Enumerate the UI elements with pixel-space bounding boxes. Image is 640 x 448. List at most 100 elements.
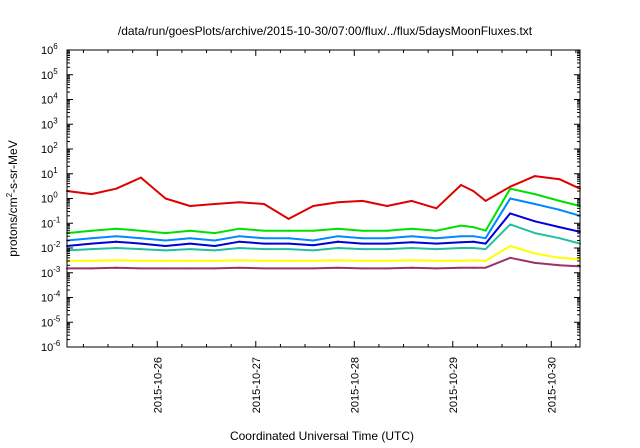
y-tick-label: 10-6 — [41, 339, 61, 354]
data-point — [472, 240, 475, 243]
data-point — [90, 193, 93, 196]
data-point — [509, 223, 512, 226]
data-point — [361, 242, 364, 245]
data-point — [484, 259, 487, 262]
data-point — [139, 229, 142, 232]
x-axis-label: Coordinated Universal Time (UTC) — [230, 429, 414, 443]
y-tick-label: 102 — [41, 141, 58, 156]
data-point — [312, 249, 315, 252]
data-point — [115, 259, 118, 262]
series-5 — [66, 245, 581, 262]
data-point — [484, 237, 487, 240]
data-point — [459, 247, 462, 249]
data-point — [386, 267, 389, 270]
data-point — [213, 245, 216, 248]
data-point — [533, 193, 536, 196]
data-point — [509, 185, 512, 188]
data-point — [459, 224, 462, 227]
data-point — [90, 237, 93, 240]
data-point — [361, 267, 364, 270]
data-point — [361, 199, 364, 202]
data-point — [410, 266, 413, 269]
series-line — [67, 256, 581, 270]
data-point — [484, 229, 487, 232]
x-tick-label: 2015-10-28 — [349, 357, 361, 413]
y-axis-label: protons/cm2-s-sr-MeV — [5, 140, 20, 256]
data-point — [336, 240, 339, 243]
data-point — [533, 252, 536, 255]
data-point — [115, 227, 118, 230]
data-point — [213, 249, 216, 252]
data-point — [139, 259, 142, 262]
data-point — [262, 259, 265, 262]
data-point — [262, 242, 265, 245]
data-point — [262, 202, 265, 205]
data-point — [189, 242, 192, 245]
data-point — [287, 248, 290, 251]
data-point — [472, 259, 475, 262]
data-point — [386, 259, 389, 262]
data-point — [213, 259, 216, 262]
data-point — [164, 249, 167, 252]
x-tick-label: 2015-10-26 — [152, 357, 164, 413]
data-point — [361, 259, 364, 262]
data-point — [238, 266, 241, 269]
data-point — [115, 247, 118, 249]
data-point — [287, 229, 290, 232]
x-axis: 2015-10-26 2015-10-27 2015-10-28 2015-10-29… — [82, 50, 577, 413]
data-point — [90, 242, 93, 245]
data-point — [509, 245, 512, 248]
data-point — [361, 229, 364, 232]
series-1 — [66, 187, 581, 235]
data-point — [435, 237, 438, 240]
data-point — [312, 267, 315, 270]
data-point — [139, 176, 142, 179]
data-point — [213, 202, 216, 205]
y-tick-label: 10-5 — [41, 314, 61, 329]
series-2 — [66, 197, 581, 242]
data-point — [410, 235, 413, 238]
data-point — [558, 256, 561, 259]
data-point — [361, 237, 364, 240]
data-point — [533, 175, 536, 178]
data-point — [533, 232, 536, 235]
data-point — [336, 266, 339, 269]
data-point — [509, 197, 512, 200]
data-point — [410, 259, 413, 262]
data-point — [509, 187, 512, 190]
y-tick-label: 100 — [41, 191, 58, 206]
data-point — [533, 202, 536, 205]
data-point — [238, 247, 241, 249]
data-point — [459, 235, 462, 238]
data-point — [336, 247, 339, 249]
data-point — [336, 227, 339, 230]
data-point — [238, 240, 241, 243]
data-point — [287, 267, 290, 270]
data-point — [312, 259, 315, 262]
data-point — [435, 242, 438, 245]
y-tick-label: 10-1 — [41, 215, 61, 230]
data-point — [336, 235, 339, 238]
x-tick-label: 2015-10-27 — [251, 357, 263, 413]
data-point — [386, 229, 389, 232]
data-point — [386, 237, 389, 240]
data-point — [287, 217, 290, 220]
data-point — [336, 201, 339, 204]
data-point — [435, 267, 438, 270]
y-tick-label: 103 — [41, 116, 58, 131]
series-3 — [66, 212, 581, 248]
data-point — [386, 204, 389, 207]
data-point — [361, 248, 364, 251]
plot-frame — [66, 49, 581, 348]
data-point — [472, 226, 475, 229]
data-point — [435, 248, 438, 251]
data-point — [238, 259, 241, 262]
data-point — [558, 226, 561, 229]
data-point — [410, 199, 413, 202]
y-tick-label: 101 — [41, 166, 58, 181]
y-tick-label: 104 — [41, 92, 58, 107]
data-point — [410, 227, 413, 230]
data-point — [115, 266, 118, 269]
data-point — [509, 212, 512, 215]
